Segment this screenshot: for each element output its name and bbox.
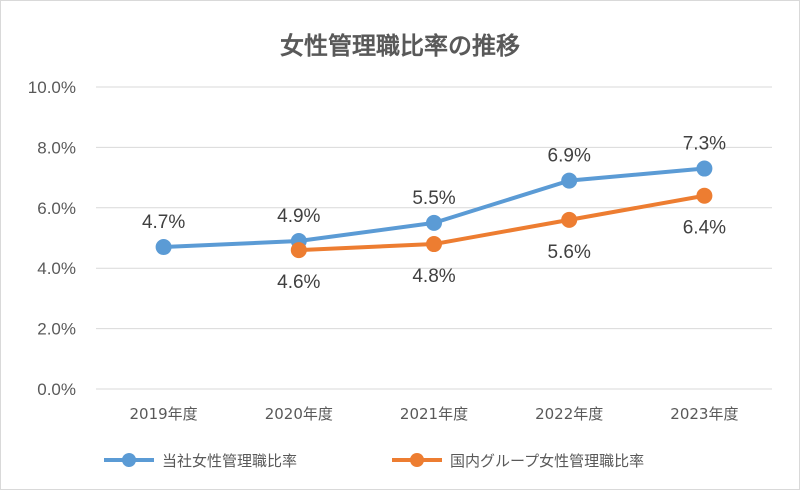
x-tick-label: 2022年度 [535, 405, 603, 423]
data-label: 6.9% [548, 146, 591, 167]
data-point [290, 242, 307, 259]
data-point [426, 214, 442, 231]
data-label: 4.7% [142, 212, 185, 233]
data-label: 5.6% [548, 242, 591, 263]
data-label: 4.8% [412, 266, 455, 287]
data-point [155, 239, 172, 256]
data-point [696, 187, 713, 204]
data-point [426, 236, 442, 253]
x-tick-label: 2020年度 [265, 405, 333, 423]
x-axis-ticks: 2019年度 2020年度 2021年度 2022年度 2023年度 [130, 405, 739, 423]
series-1: 4.7% 4.9% 5.5% 6.9% 7.3% [142, 134, 726, 256]
y-tick-label: 2.0% [37, 320, 76, 339]
series-2: 4.6% 4.8% 5.6% 6.4% [277, 187, 726, 293]
legend: 当社女性管理職比率 国内グループ女性管理職比率 [104, 452, 644, 470]
chart-title: 女性管理職比率の推移 [280, 32, 520, 60]
data-label: 6.4% [683, 218, 726, 239]
x-tick-label: 2023年度 [670, 405, 738, 423]
grid-lines [96, 86, 772, 390]
data-label: 7.3% [683, 134, 726, 155]
x-tick-label: 2021年度 [400, 405, 468, 423]
data-point [561, 172, 578, 189]
legend-marker [410, 453, 424, 467]
y-tick-label: 6.0% [37, 199, 76, 218]
legend-marker [122, 453, 136, 467]
y-tick-label: 10.0% [28, 78, 76, 97]
series-group: 4.7% 4.9% 5.5% 6.9% 7.3% 4.6% 4.8% 5.6% 6.4% [142, 134, 726, 294]
y-tick-label: 0.0% [37, 380, 76, 399]
x-tick-label: 2019年度 [130, 405, 198, 423]
series-line [298, 193, 705, 253]
legend-label: 当社女性管理職比率 [162, 452, 297, 470]
y-tick-label: 8.0% [37, 138, 76, 157]
data-label: 4.9% [277, 206, 320, 227]
data-point [696, 160, 713, 177]
y-axis-ticks: 0.0% 2.0% 4.0% 6.0% 8.0% 10.0% [28, 78, 76, 399]
legend-label: 国内グループ女性管理職比率 [450, 452, 644, 470]
data-point [561, 211, 578, 228]
data-label: 5.5% [412, 188, 455, 209]
y-tick-label: 4.0% [37, 259, 76, 278]
data-label: 4.6% [277, 272, 320, 293]
